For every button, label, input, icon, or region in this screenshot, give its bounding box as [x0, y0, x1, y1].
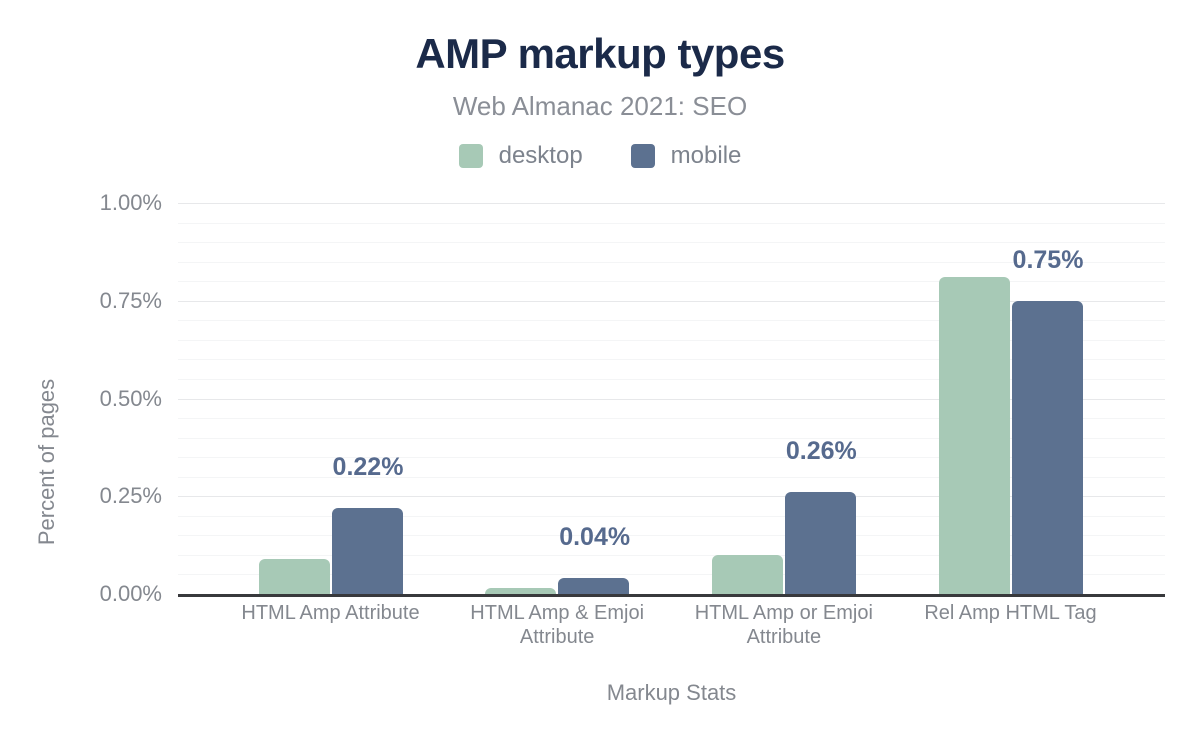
gridline — [178, 378, 1165, 380]
desktop-swatch-icon — [458, 144, 483, 168]
bar-value-label: 0.26% — [785, 437, 857, 466]
bar-value-label: 0.75% — [1012, 245, 1084, 274]
gridline — [178, 242, 1165, 244]
legend-label-mobile: mobile — [670, 142, 742, 169]
x-tick-label: HTML Amp Attribute — [241, 602, 420, 624]
bar-value-label: 0.22% — [332, 452, 404, 481]
gridline — [178, 457, 1165, 459]
bar-desktop-1[interactable] — [485, 588, 557, 594]
gridline — [178, 320, 1165, 322]
gridline — [178, 418, 1165, 420]
mobile-swatch-icon — [630, 144, 655, 168]
y-tick-label: 0.50% — [99, 385, 162, 411]
bar-mobile-2[interactable] — [784, 492, 856, 594]
x-axis-title: Markup Stats — [606, 680, 737, 705]
gridline — [178, 535, 1165, 537]
gridline — [178, 437, 1165, 439]
gridline — [178, 300, 1165, 302]
x-tick-label: HTML Amp & Emjoi Attribute — [470, 602, 645, 648]
bar-mobile-1[interactable] — [558, 578, 630, 594]
y-tick-label: 0.25% — [99, 483, 162, 509]
bar-mobile-0[interactable] — [331, 507, 403, 594]
gridline — [178, 398, 1165, 400]
gridline — [178, 574, 1165, 576]
gridline — [178, 339, 1165, 341]
bar-desktop-0[interactable] — [258, 558, 330, 594]
chart-subtitle: Web Almanac 2021: SEO — [452, 91, 748, 121]
bar-mobile-3[interactable] — [1011, 300, 1083, 594]
legend-item-desktop: desktop — [458, 142, 583, 170]
x-tick-label: Rel Amp HTML Tag — [924, 602, 1097, 624]
y-tick-label: 1.00% — [99, 190, 162, 215]
gridline — [178, 281, 1165, 283]
chart-title: AMP markup types — [415, 30, 785, 77]
bar-desktop-2[interactable] — [711, 554, 783, 594]
gridline — [178, 222, 1165, 224]
gridline — [178, 496, 1165, 498]
gridline — [178, 554, 1165, 556]
y-tick-label: 0.75% — [99, 287, 162, 313]
gridline — [178, 261, 1165, 263]
gridline — [178, 203, 1165, 204]
legend-item-mobile: mobile — [630, 142, 742, 170]
legend-label-desktop: desktop — [498, 142, 583, 169]
bar-desktop-3[interactable] — [938, 277, 1010, 594]
plot-area: 0.22% 0.04% 0.26% 0.75% — [178, 203, 1165, 597]
bar-value-label: 0.04% — [559, 523, 631, 552]
gridline — [178, 515, 1165, 517]
x-tick-label: HTML Amp or Emjoi Attribute — [694, 602, 873, 648]
gridline — [178, 359, 1165, 361]
gridline — [178, 476, 1165, 478]
legend: desktop mobile — [0, 142, 1200, 170]
y-tick-label: 0.00% — [99, 581, 162, 606]
